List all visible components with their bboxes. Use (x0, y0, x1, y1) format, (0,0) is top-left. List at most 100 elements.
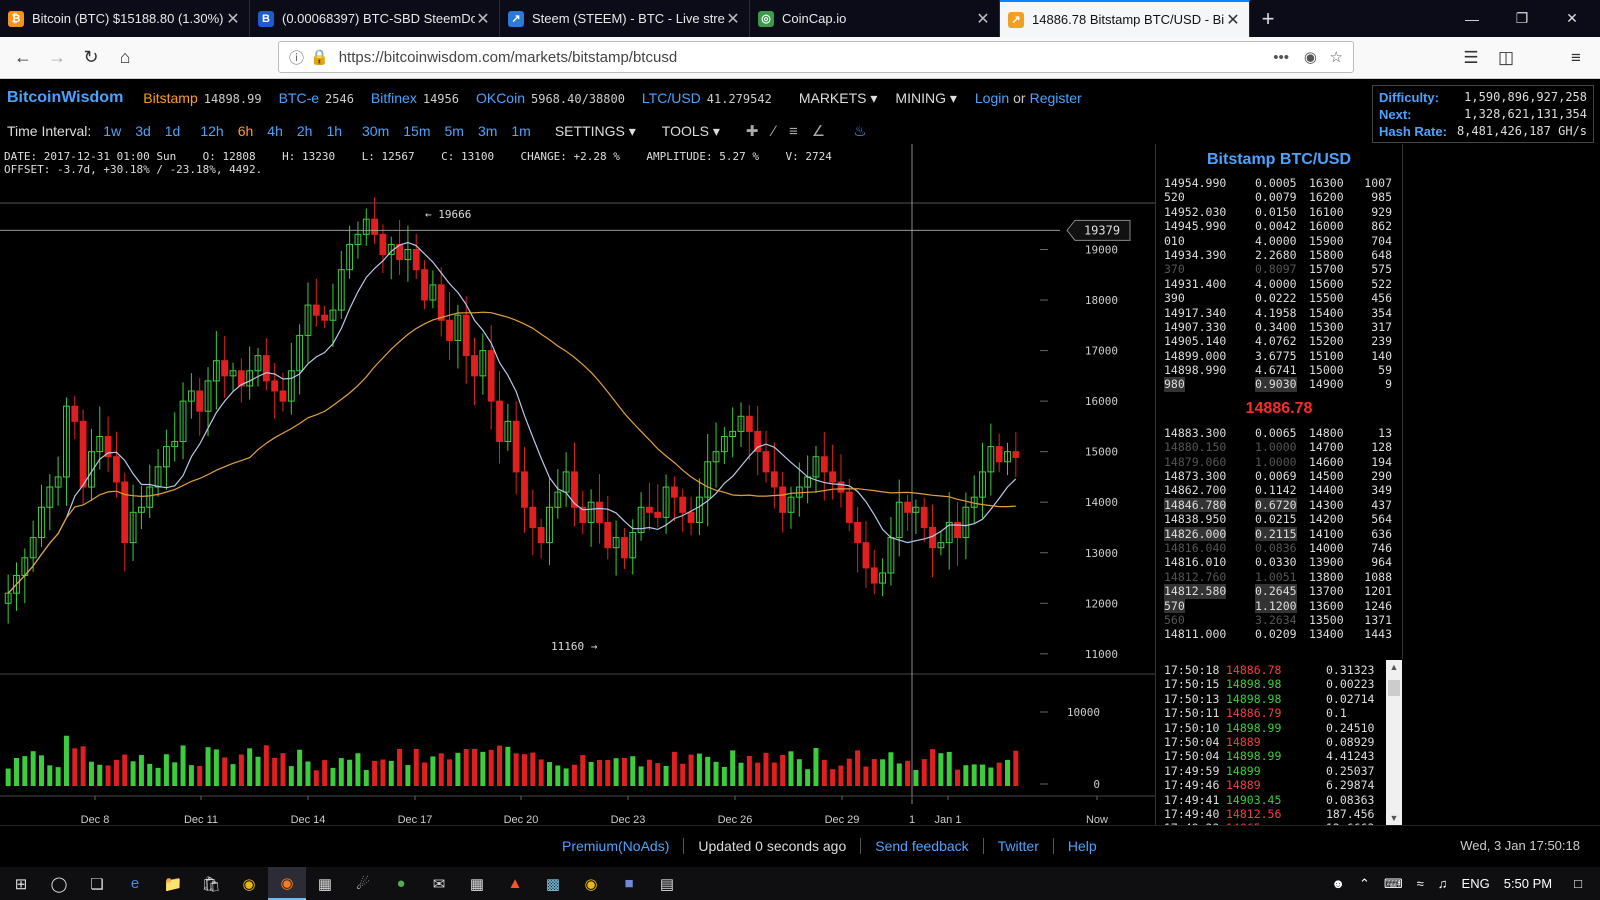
home-icon[interactable]: ⌂ (119, 47, 131, 67)
order-row[interactable]: 010 4.0000 15900 704 (1156, 234, 1402, 248)
firefox-icon[interactable]: ◉ (268, 867, 306, 900)
close-tab-icon[interactable]: ✕ (1226, 11, 1240, 29)
interval-3d[interactable]: 3d (135, 123, 151, 139)
task-view-icon[interactable]: ❏ (90, 875, 104, 893)
order-row[interactable]: 14907.330 0.3400 15300 317 (1156, 320, 1402, 334)
scroll-up-icon[interactable]: ▲ (1389, 662, 1399, 672)
order-row[interactable]: 980 0.9030 14900 9 (1156, 377, 1402, 392)
order-row[interactable]: 14816.040 0.0836 14000 746 (1156, 541, 1402, 555)
minimize-icon[interactable]: — (1465, 10, 1479, 27)
order-row[interactable]: 560 3.2634 13500 1371 (1156, 613, 1402, 627)
alert-bell-icon[interactable]: ♨ (853, 123, 867, 140)
bookmark-star-icon[interactable]: ☆ (1329, 49, 1343, 66)
interval-2h[interactable]: 2h (296, 123, 313, 139)
market-link[interactable]: OKCoin (475, 90, 525, 106)
order-row[interactable]: 14954.990 0.0005 16300 1007 (1156, 176, 1402, 190)
info-icon[interactable]: ⓘ (289, 49, 305, 67)
browser-tab[interactable]: ↗ 14886.78 Bitstamp BTC/USD - Bi ✕ (1000, 0, 1250, 37)
file-explorer-icon[interactable]: 📁 (163, 875, 183, 893)
forward-icon[interactable]: → (48, 47, 66, 67)
more-icon[interactable]: ••• (1273, 48, 1289, 66)
order-row[interactable]: 14931.400 4.0000 15600 522 (1156, 277, 1402, 291)
help-link[interactable]: Help (1067, 838, 1097, 854)
interval-6h[interactable]: 6h (237, 123, 254, 139)
discord-icon[interactable]: ■ (624, 875, 634, 892)
interval-1d[interactable]: 1d (164, 123, 181, 139)
url-bar[interactable]: ⓘ 🔒 https://bitcoinwisdom.com/markets/bi… (278, 41, 1354, 73)
markets-menu[interactable]: MARKETS ▾ (798, 89, 878, 106)
browser-tab[interactable]: ₿ Bitcoin (BTC) $15188.80 (1.30%) ✕ (0, 0, 250, 37)
interval-15m[interactable]: 15m (403, 123, 431, 139)
close-window-icon[interactable]: ✕ (1566, 10, 1578, 26)
login-link[interactable]: Login (974, 90, 1010, 106)
order-row[interactable]: 14952.030 0.0150 16100 929 (1156, 205, 1402, 219)
register-link[interactable]: Register (1029, 90, 1082, 106)
browser-tab[interactable]: B (0.00068397) BTC-SBD SteemDo ✕ (250, 0, 500, 37)
photos-icon[interactable]: ▤ (659, 875, 675, 893)
feedback-link[interactable]: Send feedback (861, 838, 984, 854)
scroll-down-icon[interactable]: ▼ (1389, 813, 1399, 823)
twitter-link[interactable]: Twitter (984, 838, 1054, 854)
order-row[interactable]: 14846.780 0.6720 14300 437 (1156, 497, 1402, 513)
chart-canvas[interactable]: 19000 18000 17000 16000 15000 14000 13000 12000… (0, 144, 1155, 825)
interval-3m[interactable]: 3m (477, 123, 498, 139)
store-icon[interactable]: 🛍 (201, 875, 221, 893)
order-row[interactable]: 14873.300 0.0069 14500 290 (1156, 469, 1402, 483)
order-row[interactable]: 14883.300 0.0065 14800 13 (1156, 426, 1402, 440)
order-row[interactable]: 14898.990 4.6741 15000 59 (1156, 363, 1402, 377)
notification-icon[interactable]: □ (1574, 876, 1582, 891)
order-row[interactable]: 14811.000 0.0209 13400 1443 (1156, 627, 1402, 641)
trades-scrollbar[interactable]: ▲ ▼ (1386, 660, 1402, 825)
pocket-icon[interactable]: ◉ (1303, 49, 1317, 66)
order-row[interactable]: 14934.390 2.2680 15800 648 (1156, 248, 1402, 262)
order-row[interactable]: 14838.950 0.0215 14200 564 (1156, 512, 1402, 526)
hlines-tool-icon[interactable]: ≡ (789, 122, 798, 140)
fan-tool-icon[interactable]: ∠ (811, 123, 826, 140)
app-icon-4[interactable]: ▩ (545, 875, 561, 893)
order-row[interactable]: 570 1.1200 13600 1246 (1156, 598, 1402, 613)
brand-logo[interactable]: BitcoinWisdom (7, 89, 124, 106)
order-row[interactable]: 370 0.8097 15700 575 (1156, 262, 1402, 276)
tray-chevron-icon[interactable]: ⌃ (1358, 875, 1370, 891)
close-tab-icon[interactable]: ✕ (976, 10, 990, 28)
market-link[interactable]: LTC/USD (641, 90, 701, 106)
chrome-icon-2[interactable]: ◉ (584, 875, 598, 893)
order-row[interactable]: 14879.060 1.0000 14600 194 (1156, 455, 1402, 469)
settings-menu[interactable]: SETTINGS ▾ (554, 122, 636, 139)
order-row[interactable]: 14945.990 0.0042 16000 862 (1156, 219, 1402, 233)
close-tab-icon[interactable]: ✕ (476, 10, 490, 28)
browser-tab[interactable]: ↗ Steem (STEEM) - BTC - Live strea ✕ (500, 0, 750, 37)
language-indicator[interactable]: ENG (1461, 876, 1490, 891)
app-icon-3[interactable]: ● (396, 875, 406, 892)
back-icon[interactable]: ← (14, 47, 32, 67)
order-row[interactable]: 14917.340 4.1958 15400 354 (1156, 306, 1402, 320)
volume-icon[interactable]: ♫ (1437, 876, 1448, 891)
order-row[interactable]: 14812.760 1.0051 13800 1088 (1156, 570, 1402, 584)
crosshair-icon[interactable]: ✚ (745, 123, 759, 140)
line-tool-icon[interactable]: ∕ (772, 122, 775, 140)
tools-menu[interactable]: TOOLS ▾ (661, 122, 720, 139)
market-link[interactable]: BTC-e (278, 90, 320, 106)
order-row[interactable]: 14826.000 0.2115 14100 636 (1156, 526, 1402, 541)
browser-tab[interactable]: ◎ CoinCap.io ✕ (750, 0, 1000, 37)
order-row[interactable]: 520 0.0079 16200 985 (1156, 190, 1402, 204)
interval-12h[interactable]: 12h (200, 123, 224, 139)
new-tab-icon[interactable]: + (1261, 5, 1275, 31)
network-icon[interactable]: ⌨ (1383, 875, 1403, 891)
wifi-icon[interactable]: ≈ (1416, 876, 1424, 891)
sidebar-icon[interactable]: ◫ (1497, 48, 1515, 67)
people-icon[interactable]: ☻ (1331, 876, 1345, 891)
menu-icon[interactable]: ≡ (1571, 48, 1581, 67)
cortana-icon[interactable]: ◯ (50, 875, 68, 893)
scroll-thumb[interactable] (1388, 680, 1400, 696)
order-row[interactable]: 14816.010 0.0330 13900 964 (1156, 555, 1402, 569)
interval-1w[interactable]: 1w (103, 123, 122, 139)
order-row[interactable]: 390 0.0222 15500 456 (1156, 291, 1402, 305)
order-row[interactable]: 14862.700 0.1142 14400 349 (1156, 483, 1402, 497)
mail-icon[interactable]: ✉ (432, 875, 446, 893)
market-link[interactable]: Bitstamp (143, 90, 198, 106)
premium-link[interactable]: Premium(NoAds) (548, 838, 685, 854)
interval-1m[interactable]: 1m (511, 123, 531, 139)
interval-4h[interactable]: 4h (267, 123, 283, 139)
app-icon-1[interactable]: ▦ (317, 875, 333, 893)
